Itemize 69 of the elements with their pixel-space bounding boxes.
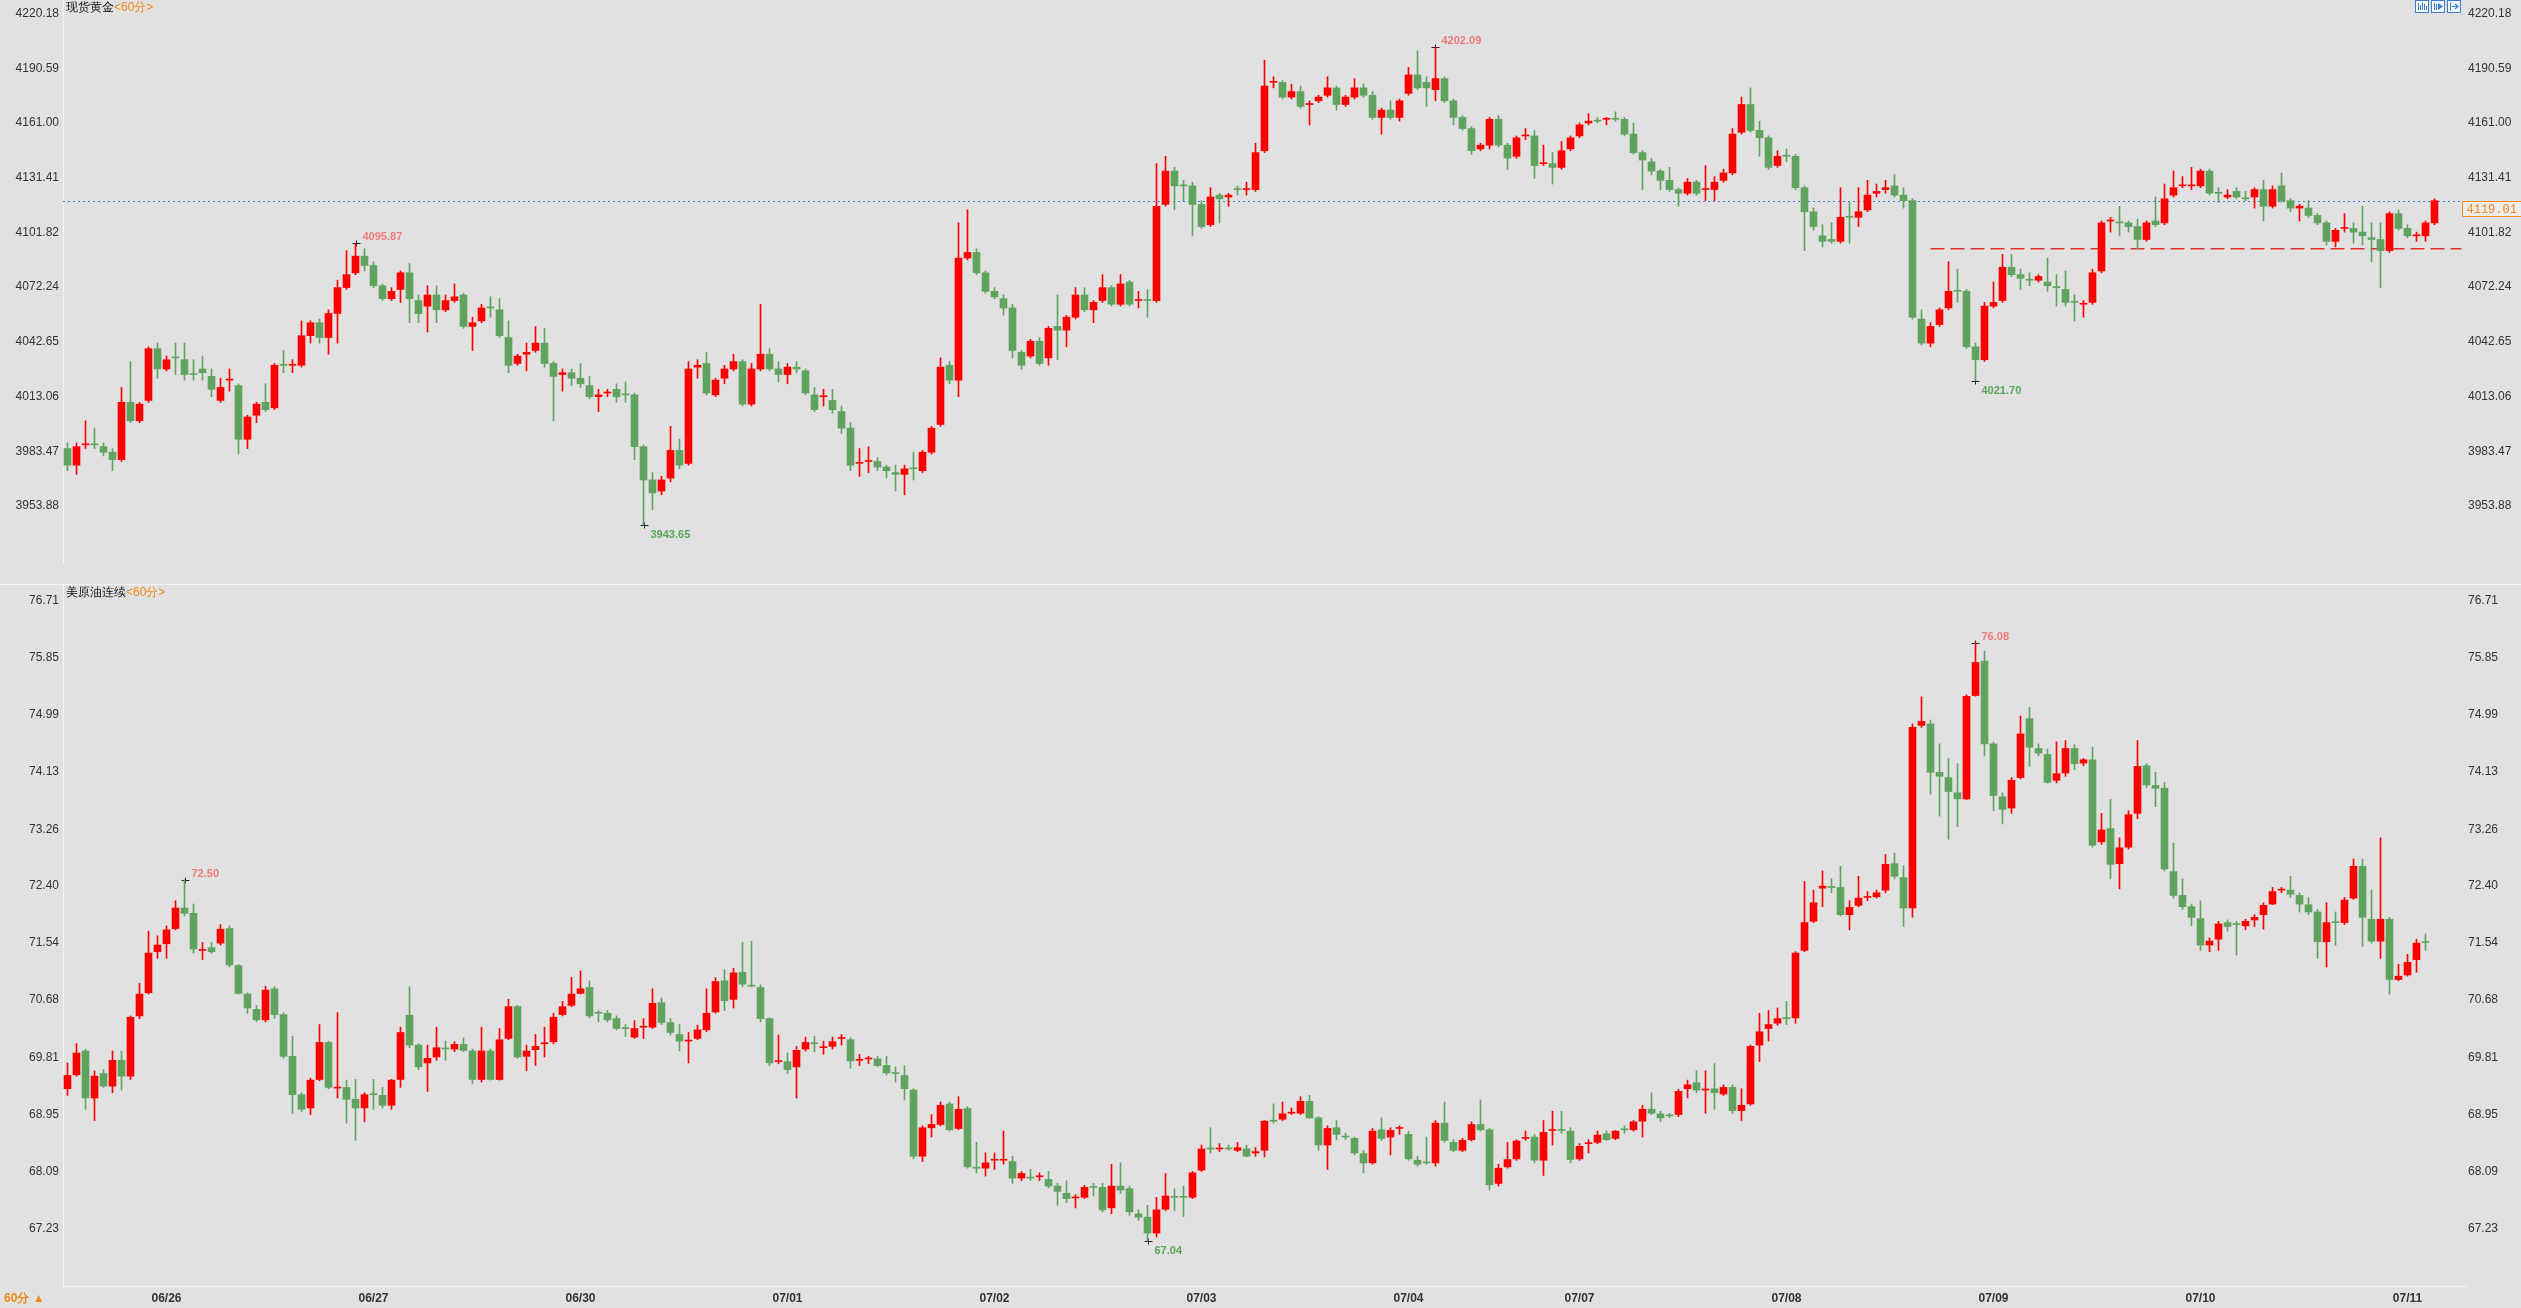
text: 60分 ▲ (4, 1291, 45, 1305)
text: 72.50 (191, 866, 220, 879)
y2-tick-label: 71.54 (2468, 935, 2499, 950)
y-tick-label: 3953.88 (15, 498, 60, 513)
text: 3943.65 (650, 527, 691, 540)
y-tick-label: 74.99 (28, 707, 60, 722)
y-tick-label: 4072.24 (15, 279, 60, 294)
y-tick-label: 4101.82 (15, 224, 60, 239)
text: 4095.87 (362, 229, 403, 242)
x-tick-label: 06/30 (565, 1290, 596, 1305)
y2-tick-label: 68.09 (2468, 1163, 2499, 1178)
y2-tick-label: 69.81 (2468, 1049, 2499, 1064)
y-tick-label: 73.26 (28, 821, 60, 836)
y2-tick-label: 76.71 (2468, 593, 2499, 608)
y-tick-label: 76.71 (28, 593, 60, 608)
y2-tick-label: 3953.88 (2468, 498, 2512, 513)
y2-tick-label: 4220.18 (2468, 5, 2512, 20)
y-tick-label: 4131.41 (15, 170, 60, 185)
y-tick-label: 4190.59 (15, 60, 60, 75)
x-tick-label: 07/11 (2392, 1290, 2423, 1305)
y-tick-label: 67.23 (28, 1220, 60, 1235)
x-tick-label: 07/02 (979, 1290, 1010, 1305)
y2-tick-label: 74.13 (2468, 763, 2499, 778)
ref-line-label: 4119.01 (2466, 202, 2517, 217)
y-tick-label: 70.68 (28, 992, 60, 1007)
y-tick-label: 68.95 (28, 1106, 60, 1121)
y2-tick-label: 4161.00 (2468, 115, 2512, 130)
y-tick-label: 74.13 (28, 763, 60, 778)
chart-subtitle: <60分> (126, 585, 166, 599)
y2-tick-label: 70.68 (2468, 992, 2499, 1007)
y-tick-label: 68.09 (28, 1163, 60, 1178)
y-tick-label: 72.40 (28, 878, 60, 893)
text: 76.08 (1981, 629, 2010, 642)
y2-tick-label: 4101.82 (2468, 224, 2512, 239)
y-tick-label: 75.85 (28, 650, 60, 665)
x-tick-label: 06/27 (358, 1290, 389, 1305)
y2-tick-label: 4042.65 (2468, 334, 2512, 349)
y2-tick-label: 68.95 (2468, 1106, 2499, 1121)
x-tick-label: 07/10 (2185, 1290, 2216, 1305)
x-tick-label: 07/01 (772, 1290, 803, 1305)
y2-tick-label: 73.26 (2468, 821, 2499, 836)
chart-title: 美原油连续 (66, 585, 126, 599)
y-tick-label: 4161.00 (15, 115, 60, 130)
y-tick-label: 4042.65 (15, 334, 60, 349)
y2-tick-label: 3983.47 (2468, 443, 2512, 458)
x-tick-label: 07/07 (1564, 1290, 1595, 1305)
y2-tick-label: 72.40 (2468, 878, 2499, 893)
y2-tick-label: 4072.24 (2468, 279, 2512, 294)
text: 4021.70 (1981, 383, 2022, 396)
y2-tick-label: 75.85 (2468, 650, 2499, 665)
y-tick-label: 69.81 (28, 1049, 60, 1064)
y-tick-label: 3983.47 (15, 443, 60, 458)
y2-tick-label: 4013.06 (2468, 388, 2512, 403)
y-tick-label: 4220.18 (15, 5, 60, 20)
text: 67.04 (1154, 1243, 1183, 1256)
x-tick-label: 07/03 (1186, 1290, 1217, 1305)
y2-tick-label: 74.99 (2468, 707, 2499, 722)
y2-tick-label: 4131.41 (2468, 170, 2512, 185)
x-tick-label: 07/08 (1771, 1290, 1802, 1305)
y-tick-label: 71.54 (28, 935, 60, 950)
x-tick-label: 06/26 (151, 1290, 182, 1305)
y2-tick-label: 67.23 (2468, 1220, 2499, 1235)
x-tick-label: 07/09 (1978, 1290, 2009, 1305)
x-tick-label: 07/04 (1393, 1290, 1424, 1305)
text: 4202.09 (1441, 33, 1482, 46)
y2-tick-label: 4190.59 (2468, 60, 2512, 75)
chart-subtitle: <60分> (114, 0, 154, 14)
chart-title: 现货黄金 (66, 0, 114, 14)
y-tick-label: 4013.06 (15, 388, 60, 403)
